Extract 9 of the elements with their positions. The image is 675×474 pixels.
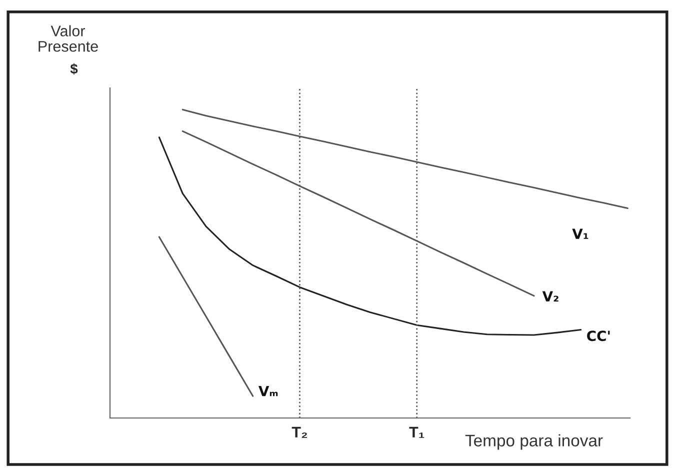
text: $ (70, 63, 78, 75)
x-axis-title: Tempo para inovar (465, 434, 603, 450)
x-tick-label: T₁ (409, 426, 424, 438)
y-axis-title: Valor Presente (38, 25, 98, 52)
series-label: V₂ (542, 291, 558, 302)
series-label: CC' (587, 330, 610, 342)
series-label: Vₘ (258, 386, 278, 396)
text: V₁ (572, 228, 588, 239)
x-tick-label: T₂ (292, 426, 307, 438)
